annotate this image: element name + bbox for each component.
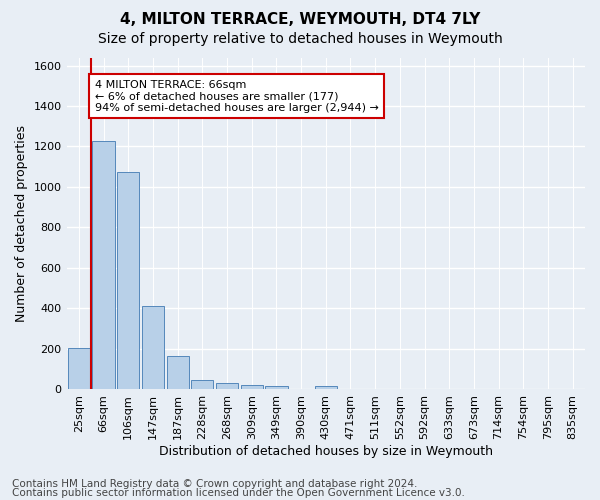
Text: Size of property relative to detached houses in Weymouth: Size of property relative to detached ho… <box>98 32 502 46</box>
Bar <box>216 384 238 389</box>
Y-axis label: Number of detached properties: Number of detached properties <box>15 124 28 322</box>
Text: 4 MILTON TERRACE: 66sqm
← 6% of detached houses are smaller (177)
94% of semi-de: 4 MILTON TERRACE: 66sqm ← 6% of detached… <box>95 80 379 113</box>
Bar <box>241 385 263 389</box>
Bar <box>265 386 287 389</box>
Text: 4, MILTON TERRACE, WEYMOUTH, DT4 7LY: 4, MILTON TERRACE, WEYMOUTH, DT4 7LY <box>120 12 480 28</box>
Bar <box>92 142 115 389</box>
Text: Contains HM Land Registry data © Crown copyright and database right 2024.: Contains HM Land Registry data © Crown c… <box>12 479 418 489</box>
Bar <box>314 386 337 389</box>
Bar <box>117 172 139 389</box>
X-axis label: Distribution of detached houses by size in Weymouth: Distribution of detached houses by size … <box>159 444 493 458</box>
Bar <box>68 348 90 389</box>
Bar <box>191 380 214 389</box>
Text: Contains public sector information licensed under the Open Government Licence v3: Contains public sector information licen… <box>12 488 465 498</box>
Bar <box>167 356 189 389</box>
Bar <box>142 306 164 389</box>
